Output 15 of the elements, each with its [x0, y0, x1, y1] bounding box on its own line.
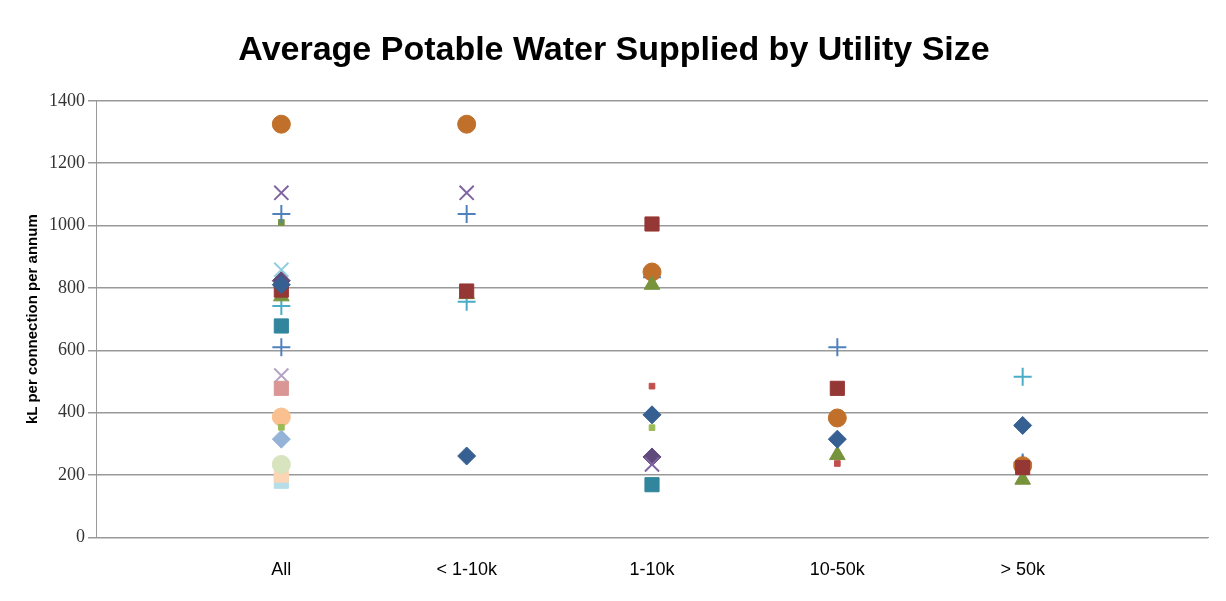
x-tick-label: 1-10k	[629, 559, 676, 580]
x-tick-label: 10-50k	[809, 559, 866, 580]
y-tick-label: 1000	[49, 214, 85, 235]
x-tick-label: > 50k	[1000, 559, 1046, 580]
x-tick-label: < 1-10k	[436, 559, 498, 580]
x-tick-label: All	[271, 559, 292, 580]
y-tick-label: 1200	[49, 151, 85, 172]
y-tick-label: 0	[76, 526, 85, 547]
y-tick-label: 200	[58, 463, 85, 484]
y-axis-title: kL per connection per annum	[23, 214, 41, 424]
y-tick-label: 800	[58, 276, 85, 297]
y-tick-label: 1400	[49, 89, 85, 110]
y-tick-label: 400	[58, 401, 85, 422]
chart-title: Average Potable Water Supplied by Utility Size	[238, 28, 990, 67]
y-tick-label: 600	[58, 339, 85, 360]
